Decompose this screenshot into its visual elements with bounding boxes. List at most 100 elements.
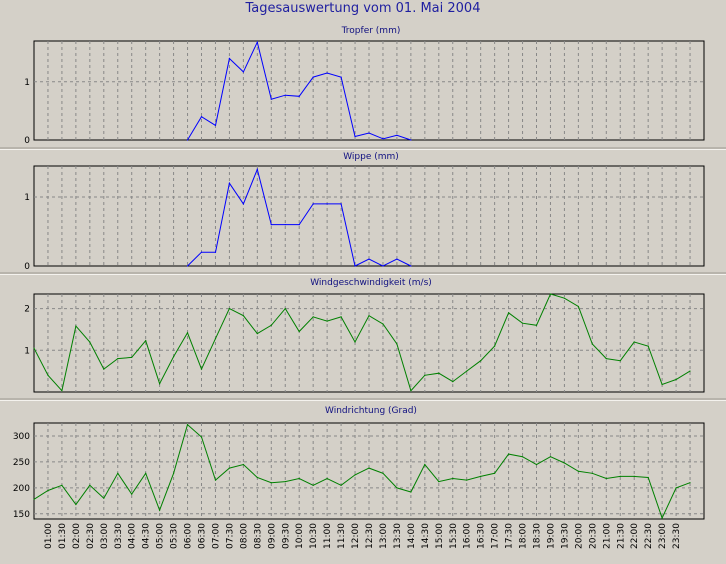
- data-point: [117, 472, 119, 474]
- x-tick-label: 14:00: [407, 523, 417, 549]
- data-point: [647, 476, 649, 479]
- data-point: [535, 324, 538, 326]
- data-point: [396, 134, 398, 136]
- data-point: [605, 358, 607, 360]
- data-point: [424, 374, 426, 376]
- x-tick-label: 03:30: [114, 523, 124, 549]
- pane-separator: [0, 147, 726, 150]
- data-point: [159, 383, 161, 385]
- data-point: [256, 476, 258, 479]
- data-point: [186, 332, 189, 334]
- series-line: [34, 293, 691, 392]
- data-point: [47, 489, 49, 492]
- data-point: [242, 71, 244, 73]
- x-tick-label: 10:30: [309, 523, 319, 549]
- data-point: [661, 517, 663, 519]
- x-tick-label: 06:30: [198, 523, 208, 549]
- data-point: [47, 374, 49, 376]
- data-point: [466, 479, 468, 481]
- pane-title: Windrichtung (Grad): [325, 406, 417, 416]
- data-point: [368, 315, 370, 317]
- data-point: [591, 472, 593, 474]
- x-tick-label: 18:30: [533, 523, 543, 549]
- data-point: [228, 57, 230, 60]
- data-point: [563, 462, 566, 464]
- data-point: [298, 95, 300, 97]
- pane-separator: [0, 272, 726, 275]
- data-point: [214, 124, 217, 126]
- pane-title: Wippe (mm): [343, 152, 399, 162]
- data-point: [494, 345, 496, 347]
- data-point: [61, 390, 63, 392]
- x-tick-label: 21:00: [602, 523, 612, 549]
- data-point: [312, 316, 314, 318]
- data-point: [145, 340, 147, 342]
- data-point: [368, 258, 370, 260]
- x-tick-label: 09:00: [267, 523, 277, 549]
- data-point: [298, 330, 300, 333]
- y-tick-label: 150: [13, 510, 30, 520]
- data-point: [396, 343, 398, 345]
- data-point: [284, 481, 286, 483]
- pane-title: Windgeschwindigkeit (m/s): [310, 278, 432, 288]
- data-point: [173, 472, 175, 474]
- x-tick-label: 01:30: [58, 523, 68, 549]
- data-point: [103, 368, 105, 370]
- x-tick-label: 15:30: [449, 523, 459, 549]
- y-tick-label: 1: [24, 346, 30, 356]
- data-point: [312, 203, 314, 205]
- x-tick-label: 17:00: [491, 523, 501, 549]
- data-point: [298, 224, 300, 226]
- x-tick-label: 17:30: [505, 523, 515, 549]
- y-tick-label: 0: [24, 262, 30, 272]
- data-point: [89, 484, 91, 486]
- data-point: [228, 182, 230, 184]
- data-point: [368, 467, 370, 469]
- y-tick-label: 1: [24, 193, 30, 203]
- x-tick-label: 15:00: [435, 523, 445, 549]
- x-tick-label: 08:00: [239, 523, 249, 549]
- pane-title: Tropfer (mm): [341, 26, 401, 36]
- x-tick-label: 13:00: [379, 523, 389, 549]
- data-point: [117, 358, 119, 360]
- x-tick-label: 04:30: [142, 523, 152, 549]
- data-point: [452, 477, 454, 480]
- data-point: [633, 475, 635, 477]
- x-tick-label: 07:00: [212, 523, 222, 549]
- data-point: [647, 345, 649, 347]
- data-point: [200, 116, 203, 118]
- x-tick-label: 23:30: [672, 523, 682, 549]
- x-tick-label: 14:30: [421, 523, 431, 549]
- data-point: [410, 491, 412, 493]
- data-point: [354, 265, 356, 267]
- data-point: [270, 482, 272, 484]
- x-tick-label: 02:30: [86, 523, 96, 549]
- data-point: [438, 372, 440, 374]
- x-tick-label: 20:30: [588, 523, 598, 549]
- data-point: [131, 493, 133, 495]
- data-point: [131, 356, 133, 358]
- y-tick-label: 200: [13, 484, 30, 494]
- data-point: [382, 265, 384, 267]
- data-point: [256, 168, 258, 170]
- x-tick-label: 06:00: [184, 523, 194, 549]
- y-tick-label: 1: [24, 78, 30, 88]
- x-tick-label: 11:00: [323, 523, 333, 549]
- data-point: [340, 203, 342, 205]
- data-point: [689, 370, 691, 372]
- data-point: [466, 370, 468, 372]
- data-point: [494, 472, 496, 474]
- data-point: [410, 139, 412, 141]
- data-point: [186, 139, 189, 141]
- data-point: [270, 224, 272, 226]
- data-point: [354, 474, 356, 476]
- data-point: [396, 258, 398, 260]
- data-point: [326, 203, 328, 205]
- data-point: [480, 475, 482, 477]
- data-point: [61, 484, 63, 486]
- x-tick-label: 13:30: [393, 523, 403, 549]
- x-tick-label: 18:00: [519, 523, 529, 549]
- x-tick-label: 23:00: [658, 523, 668, 549]
- data-point: [103, 497, 105, 499]
